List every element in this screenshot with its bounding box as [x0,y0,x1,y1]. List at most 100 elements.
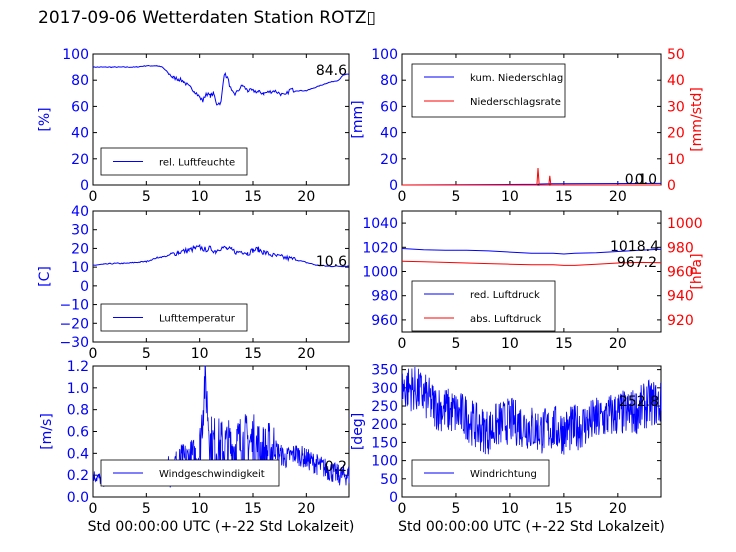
y2-tick-label: 30 [667,99,685,115]
x-axis-label: Std 00:00:00 UTC (+-22 Std Lokalzeit) [398,519,665,535]
x-tick-label: 0 [89,501,98,517]
x-tick-label: 20 [297,189,315,205]
x-tick-label: 5 [451,336,460,352]
y2-tick-label: 0 [667,178,676,194]
y-tick-label: 980 [371,289,398,305]
y-tick-label: 250 [371,399,398,415]
legend-label: Niederschlagsrate [470,97,561,108]
y-tick-label: 300 [371,381,398,397]
y-tick-label: 60 [71,99,89,115]
legend-label: Lufttemperatur [159,314,236,325]
x-tick-label: 20 [297,346,315,362]
y2-axis-label: [mm/std] [689,87,705,152]
series-line-niederschlagsrate [402,167,661,186]
legend-label: rel. Luftfeuchte [159,158,235,169]
series-line-red-luftdruck [401,248,662,255]
y-tick-label: 20 [71,241,89,257]
x-tick-label: 15 [244,346,262,362]
y-tick-label: 20 [71,152,89,168]
y-tick-label: 80 [71,73,89,89]
x-tick-label: 0 [398,189,407,205]
value-annotation: 967.2 [617,255,657,271]
x-tick-label: 0 [89,346,98,362]
y2-axis-label: [hPa] [689,253,705,289]
series-line-windrichtung [401,366,662,455]
y-tick-label: 50 [380,472,398,488]
y-tick-label: 30 [71,223,89,239]
y-tick-label: 40 [71,126,89,142]
x-tick-label: 10 [191,189,209,205]
legend-label: kum. Niederschlag [470,73,563,84]
x-tick-label: 20 [609,501,627,517]
legend-box [411,63,566,118]
y-tick-label: 0.6 [67,425,89,441]
x-tick-label: 5 [142,189,151,205]
x-tick-label: 5 [142,501,151,517]
legend-label: Windgeschwindigkeit [159,469,265,480]
y-tick-label: 1000 [362,265,398,281]
x-tick-label: 5 [142,346,151,362]
y-tick-label: 0.0 [67,490,89,506]
legend-label: abs. Luftdruck [470,314,541,325]
chart-panel-humidity: 0 5 10 15 20 0 20 40 60 80 100 [%] 84.6 rel. Luftfeuc… [37,47,350,205]
series-line-lufttemperatur [93,243,350,268]
y-tick-label: 150 [371,435,398,451]
legend: Lufttemperatur [100,303,248,332]
x-tick-label: 5 [451,189,460,205]
chart-panel-precipitation: 0 5 10 15 20 0 20 40 60 80 100 0 10 20 30 40 50 [mm] [mm/s… [350,47,705,205]
x-axis-label: Std 00:00:00 UTC (+-22 Std Lokalzeit) [88,519,355,535]
x-tick-label: 10 [191,346,209,362]
x-tick-label: 15 [244,501,262,517]
y2-tick-label: 20 [667,126,685,142]
y-tick-label: 350 [371,363,398,379]
y-tick-label: 1020 [362,240,398,256]
y-axis-label: [mm] [350,100,366,138]
y-tick-label: 100 [62,47,89,63]
plot-area [401,365,662,498]
y-tick-label: 960 [371,313,398,329]
chart-panel-temperature: 0 5 10 15 20 −30 −20 −10 0 10 20 30 40 [C] 10.6 Lufttem… [37,204,350,362]
x-tick-label: 0 [398,336,407,352]
y-tick-label: 10 [71,260,89,276]
y-tick-label: 100 [371,47,398,63]
value-annotation: 0.0 [635,172,657,188]
y2-tick-label: 920 [667,313,694,329]
x-tick-label: 15 [555,189,573,205]
value-annotation: 84.6 [316,63,347,79]
y-axis-label: [C] [37,266,53,287]
y-tick-label: 200 [371,417,398,433]
y-tick-label: 0 [389,490,398,506]
legend-label: Windrichtung [470,469,537,480]
plot-area [92,53,350,186]
y2-tick-label: 940 [667,289,694,305]
y-tick-label: 1040 [362,216,398,232]
legend-label: red. Luftdruck [470,290,540,301]
value-annotation: 1018.4 [610,239,659,255]
x-tick-label: 5 [451,501,460,517]
legend: rel. Luftfeuchte [100,147,248,176]
legend: kum. Niederschlag Niederschlagsrate [411,63,566,118]
y-tick-label: 0.8 [67,403,89,419]
y-tick-label: 0 [389,178,398,194]
y-tick-label: 0 [80,279,89,295]
y2-tick-label: 960 [667,265,694,281]
y-tick-label: −20 [59,316,89,332]
x-tick-label: 10 [501,189,519,205]
y-tick-label: 100 [371,454,398,470]
value-annotation: 0.1 [625,172,647,188]
y2-tick-label: 1000 [667,216,703,232]
y-axis-label: [deg] [350,413,366,450]
x-tick-label: 20 [297,501,315,517]
y-tick-label: 1.0 [67,381,89,397]
y-axis-label: [%] [37,107,53,131]
value-annotation: 10.6 [316,254,347,270]
x-tick-label: 15 [555,501,573,517]
x-tick-label: 15 [555,336,573,352]
series-line-abs-luftdruck [401,260,662,266]
value-annotation: 0.2 [325,459,347,475]
chart-panel-pressure: 0 5 10 15 20 960 980 1000 1020 1040 920 940 960 980 10… [362,210,705,352]
x-tick-label: 10 [191,501,209,517]
y-tick-label: 0.2 [67,468,89,484]
